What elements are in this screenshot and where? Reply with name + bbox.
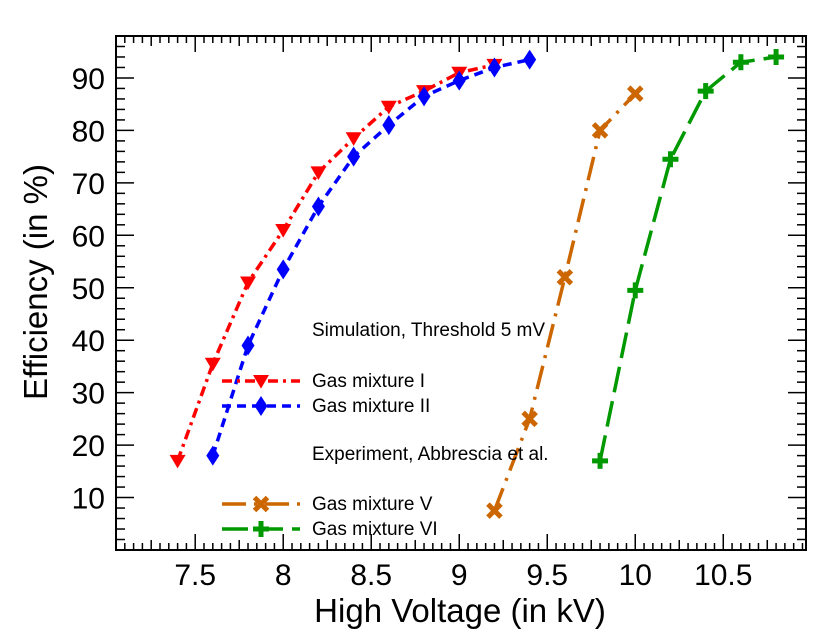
data-point-gas-mixture-i bbox=[345, 132, 362, 146]
legend-label-gas-mixture-vi: Gas mixture VI bbox=[312, 519, 438, 540]
axes-layer: 7.5 8 8.5 9 9.5 10 10.5 10 20 30 40 50 60 70 80 90 bbox=[72, 35, 806, 592]
data-point-gas-mixture-vi bbox=[697, 83, 714, 100]
y-tick-label: 40 bbox=[72, 325, 105, 358]
legend-label-gas-mixture-i: Gas mixture I bbox=[312, 371, 425, 392]
data-point-gas-mixture-i bbox=[169, 454, 186, 469]
legend-header-simulation: Simulation, Threshold 5 mV bbox=[312, 320, 545, 341]
data-point-gas-mixture-v bbox=[486, 502, 503, 519]
legend-label-gas-mixture-v: Gas mixture V bbox=[312, 494, 433, 515]
data-point-gas-mixture-v bbox=[626, 85, 644, 102]
data-point-gas-mixture-vi bbox=[662, 151, 679, 168]
data-point-gas-mixture-ii bbox=[382, 115, 396, 136]
data-point-gas-mixture-vi bbox=[768, 48, 785, 65]
legend: Simulation, Threshold 5 mV Experiment, A… bbox=[222, 320, 549, 540]
y-tick-label: 30 bbox=[72, 378, 105, 411]
y-axis-title: Efficiency (in %) bbox=[17, 164, 54, 400]
data-point-gas-mixture-vi bbox=[732, 54, 749, 71]
legend-label-gas-mixture-ii: Gas mixture II bbox=[312, 396, 430, 417]
data-point-gas-mixture-i bbox=[275, 224, 292, 238]
y-tick-label: 90 bbox=[72, 63, 105, 96]
legend-marker-gas-mixture-ii bbox=[254, 396, 268, 416]
data-point-gas-mixture-ii bbox=[452, 70, 466, 91]
y-tick-label: 70 bbox=[72, 168, 105, 201]
data-point-gas-mixture-i bbox=[310, 166, 327, 180]
series-layer bbox=[169, 48, 785, 519]
y-tick-label: 60 bbox=[72, 220, 105, 253]
y-tick-label: 80 bbox=[72, 115, 105, 148]
series-gas-mixture-ii bbox=[206, 49, 537, 466]
data-point-gas-mixture-ii bbox=[241, 335, 255, 356]
series-line-gas-mixture-ii bbox=[211, 57, 531, 457]
data-point-gas-mixture-i bbox=[204, 357, 221, 372]
series-line-gas-mixture-i bbox=[175, 63, 495, 462]
data-point-gas-mixture-i bbox=[240, 276, 257, 291]
data-point-gas-mixture-i bbox=[380, 100, 397, 115]
y-tick-label: 10 bbox=[72, 483, 105, 516]
x-tick-label: 7.5 bbox=[174, 559, 216, 592]
data-point-gas-mixture-ii bbox=[347, 146, 361, 167]
x-tick-label: 8.5 bbox=[350, 559, 392, 592]
x-tick-label: 8 bbox=[275, 559, 292, 592]
legend-marker-gas-mixture-i bbox=[253, 375, 269, 389]
data-point-gas-mixture-ii bbox=[206, 445, 220, 466]
y-tick-label: 20 bbox=[72, 430, 105, 463]
data-point-gas-mixture-vi bbox=[627, 282, 644, 299]
series-gas-mixture-vi bbox=[592, 48, 785, 469]
series-gas-mixture-v bbox=[486, 85, 644, 519]
data-point-gas-mixture-v bbox=[591, 122, 609, 139]
x-tick-label: 10 bbox=[619, 559, 652, 592]
legend-marker-gas-mixture-v bbox=[252, 495, 270, 513]
data-point-gas-mixture-ii bbox=[523, 49, 537, 70]
legend-header-experiment: Experiment, Abbrescia et al. bbox=[312, 444, 549, 465]
data-point-gas-mixture-vi bbox=[592, 452, 609, 469]
series-line-gas-mixture-v bbox=[492, 92, 637, 512]
data-point-gas-mixture-ii bbox=[276, 259, 290, 280]
x-axis-title: High Voltage (in kV) bbox=[314, 592, 606, 629]
y-tick-label: 50 bbox=[72, 273, 105, 306]
x-tick-label: 9 bbox=[451, 559, 468, 592]
data-point-gas-mixture-ii bbox=[487, 57, 501, 78]
plot-frame bbox=[115, 35, 807, 551]
legend-marker-gas-mixture-vi bbox=[253, 521, 269, 537]
x-tick-label: 10.5 bbox=[694, 559, 752, 592]
data-point-gas-mixture-ii bbox=[311, 196, 325, 217]
data-point-gas-mixture-ii bbox=[417, 86, 431, 107]
x-tick-label: 9.5 bbox=[526, 559, 568, 592]
data-point-gas-mixture-v bbox=[521, 410, 538, 428]
data-point-gas-mixture-v bbox=[556, 268, 574, 286]
